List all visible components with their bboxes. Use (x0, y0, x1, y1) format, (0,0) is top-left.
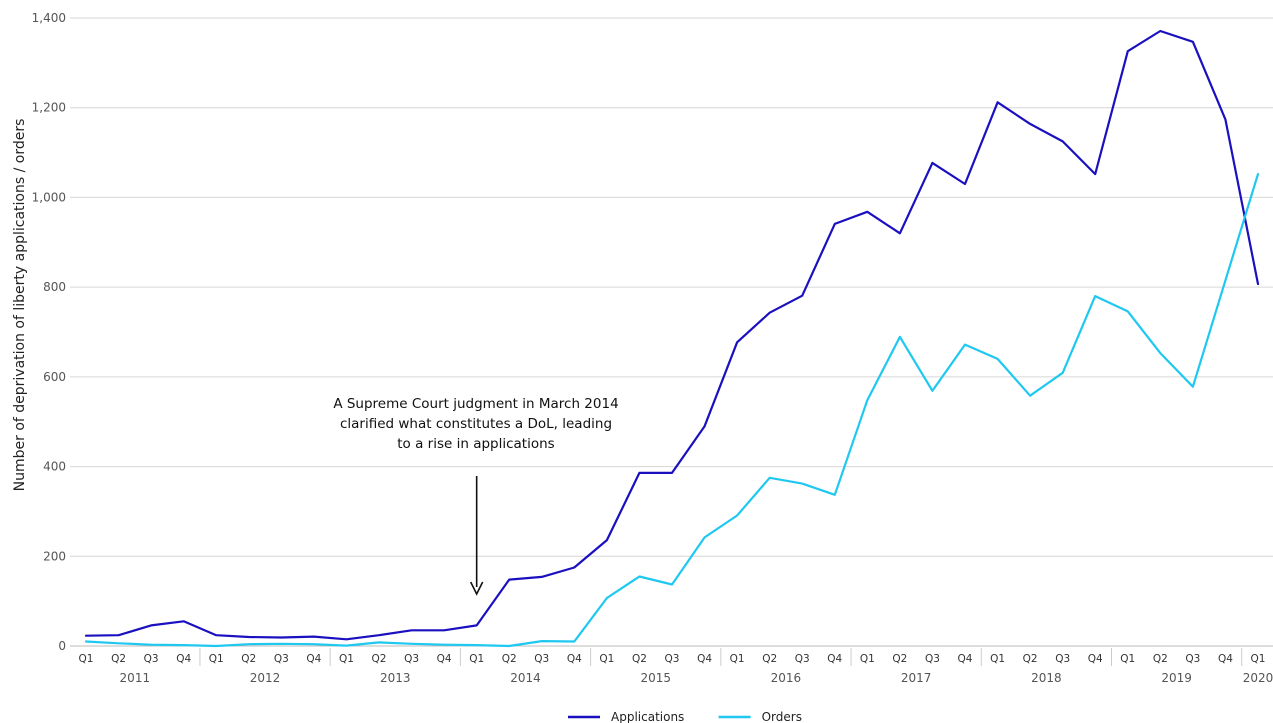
x-tick-label-year: 2017 (901, 671, 932, 685)
x-tick-label-quarter: Q3 (144, 653, 159, 665)
y-tick-label: 1,000 (32, 190, 66, 204)
x-tick-label-year: 2016 (771, 671, 802, 685)
x-tick-label-quarter: Q1 (599, 653, 614, 665)
annotation-text-line: to a rise in applications (397, 436, 554, 452)
x-tick-label-year: 2014 (510, 671, 541, 685)
y-tick-label: 200 (43, 549, 66, 563)
x-tick-label-quarter: Q1 (990, 653, 1005, 665)
y-axis-ticks: 0 200 400 600 800 1,000 1,200 1,400 (32, 11, 66, 653)
x-tick-label-year: 2011 (120, 671, 151, 685)
y-axis-title: Number of deprivation of liberty applica… (12, 119, 28, 492)
y-tick-label: 1,400 (32, 11, 66, 25)
y-tick-label: 600 (43, 370, 66, 384)
x-tick-label-quarter: Q2 (1153, 653, 1168, 665)
x-tick-label-quarter: Q2 (632, 653, 647, 665)
x-tick-label-quarter: Q4 (306, 653, 321, 665)
annotation-arrow-head (469, 581, 484, 596)
gridlines (70, 17, 1273, 647)
x-axis: Q1 Q2 Q3 Q4 Q1 Q2 Q3 Q4 Q1 Q2 Q3 Q4 Q1 Q2 Q3 Q4 Q1 Q2 Q3 Q4… (79, 648, 1273, 685)
x-tick-label-quarter: Q2 (892, 653, 907, 665)
x-tick-label-year: 2015 (640, 671, 671, 685)
annotation: A Supreme Court judgment in March 2014 cl… (333, 396, 619, 596)
x-tick-label-quarter: Q3 (1055, 653, 1070, 665)
x-tick-label-quarter: Q1 (209, 653, 224, 665)
x-tick-label-quarter: Q4 (827, 653, 842, 665)
annotation-text-line: A Supreme Court judgment in March 2014 (333, 396, 618, 412)
x-tick-label-quarter: Q3 (795, 653, 810, 665)
x-tick-label-year: 2020 (1243, 671, 1273, 685)
x-tick-label-quarter: Q2 (1023, 653, 1038, 665)
x-tick-label-quarter: Q3 (274, 653, 289, 665)
x-tick-label-quarter: Q1 (339, 653, 354, 665)
x-tick-label-quarter: Q1 (1251, 653, 1266, 665)
y-tick-label: 1,200 (32, 101, 66, 115)
y-tick-label: 0 (58, 639, 66, 653)
legend-label: Orders (762, 710, 802, 723)
annotation-text-line: clarified what constitutes a DoL, leadin… (340, 416, 612, 432)
y-tick-label: 400 (43, 460, 66, 474)
series-line-applications (84, 29, 1260, 641)
x-tick-label-quarter: Q1 (1120, 653, 1135, 665)
x-tick-label-quarter: Q1 (730, 653, 745, 665)
x-tick-label-quarter: Q3 (925, 653, 940, 665)
x-tick-label-quarter: Q4 (567, 653, 582, 665)
x-tick-label-quarter: Q3 (404, 653, 419, 665)
x-tick-label-quarter: Q2 (762, 653, 777, 665)
x-tick-label-quarter: Q3 (1185, 653, 1200, 665)
x-tick-label-year: 2018 (1031, 671, 1062, 685)
y-tick-label: 800 (43, 280, 66, 294)
series-line-orders (84, 173, 1260, 648)
x-tick-label-year: 2012 (250, 671, 281, 685)
legend-label: Applications (611, 710, 684, 723)
x-tick-label-quarter: Q4 (176, 653, 191, 665)
x-tick-label-quarter: Q2 (241, 653, 256, 665)
x-tick-label-quarter: Q2 (502, 653, 517, 665)
x-tick-label-quarter: Q1 (860, 653, 875, 665)
x-tick-label-quarter: Q4 (437, 653, 452, 665)
x-tick-label-quarter: Q2 (111, 653, 126, 665)
x-tick-label-quarter: Q2 (372, 653, 387, 665)
x-tick-label-quarter: Q3 (665, 653, 680, 665)
x-tick-label-quarter: Q4 (697, 653, 712, 665)
x-tick-label-year: 2019 (1161, 671, 1192, 685)
x-tick-label-quarter: Q4 (1088, 653, 1103, 665)
legend: Applications Orders (568, 710, 802, 723)
series-lines (84, 29, 1260, 648)
x-tick-label-quarter: Q4 (1218, 653, 1233, 665)
x-tick-label-quarter: Q1 (79, 653, 94, 665)
x-tick-label-quarter: Q3 (534, 653, 549, 665)
x-tick-label-quarter: Q4 (958, 653, 973, 665)
x-tick-label-year: 2013 (380, 671, 411, 685)
x-tick-label-quarter: Q1 (469, 653, 484, 665)
